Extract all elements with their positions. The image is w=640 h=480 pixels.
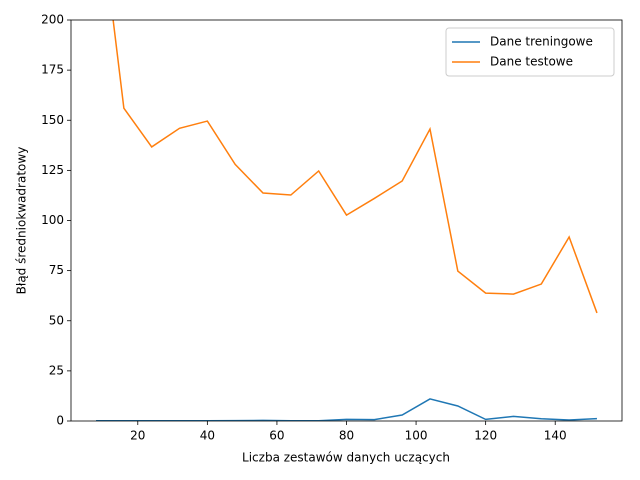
legend-box <box>445 27 615 77</box>
y-tick-label: 200 <box>41 13 64 27</box>
legend: Dane treningowe Dane testowe <box>445 27 615 77</box>
y-tick-label: 100 <box>41 213 64 227</box>
data-line <box>112 20 598 314</box>
y-tick-label: 0 <box>56 414 64 428</box>
x-tick-label: 120 <box>474 429 497 443</box>
legend-label: Dane treningowe <box>490 35 593 49</box>
legend-label: Dane testowe <box>490 55 573 69</box>
data-line <box>96 398 597 421</box>
y-tick-label: 50 <box>49 313 64 327</box>
x-axis-label: Liczba zestawów danych uczących <box>242 451 450 465</box>
y-tick-label: 25 <box>49 363 64 377</box>
x-tick-label: 60 <box>269 429 284 443</box>
y-tick-label: 150 <box>41 113 64 127</box>
y-tick-label: 125 <box>41 163 64 177</box>
y-tick-label: 75 <box>49 263 64 277</box>
y-axis-label: Błąd średniokwadratowy <box>15 147 29 295</box>
x-tick-label: 20 <box>130 429 145 443</box>
plot-frame <box>70 19 623 422</box>
x-tick-label: 80 <box>339 429 354 443</box>
x-tick-label: 100 <box>405 429 428 443</box>
x-tick-label: 140 <box>544 429 567 443</box>
y-tick-label: 175 <box>41 63 64 77</box>
x-tick-label: 40 <box>200 429 215 443</box>
